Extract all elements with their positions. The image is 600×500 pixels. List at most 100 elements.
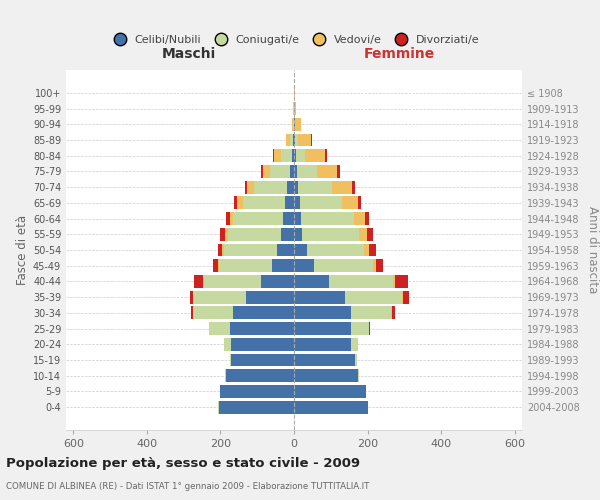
Bar — [218, 260, 272, 272]
Bar — [352, 180, 355, 194]
Bar — [370, 244, 376, 256]
Bar — [403, 290, 409, 304]
Bar — [297, 165, 317, 178]
Bar — [325, 149, 327, 162]
Bar — [299, 196, 342, 209]
Bar — [213, 260, 218, 272]
Bar — [237, 196, 242, 209]
Bar — [247, 180, 254, 194]
Bar — [294, 196, 299, 209]
Bar — [294, 149, 296, 162]
Bar — [366, 385, 367, 398]
Bar — [209, 322, 230, 335]
Bar — [272, 260, 294, 272]
Bar — [294, 354, 355, 366]
Bar — [234, 196, 237, 209]
Bar — [222, 244, 224, 256]
Bar — [301, 212, 354, 225]
Bar — [296, 149, 305, 162]
Bar — [295, 134, 298, 146]
Bar — [285, 196, 294, 209]
Bar — [393, 275, 395, 288]
Bar — [392, 306, 395, 320]
Bar — [218, 244, 222, 256]
Bar — [290, 134, 293, 146]
Bar — [230, 212, 233, 225]
Bar — [294, 134, 295, 146]
Bar — [294, 228, 302, 240]
Bar — [191, 306, 193, 320]
Bar — [365, 212, 370, 225]
Bar — [193, 290, 246, 304]
Bar — [193, 306, 233, 320]
Bar — [332, 180, 352, 194]
Bar — [294, 260, 314, 272]
Bar — [294, 370, 358, 382]
Bar — [281, 149, 292, 162]
Bar — [293, 134, 294, 146]
Bar — [294, 244, 307, 256]
Legend: Celibi/Nubili, Coniugati/e, Vedovi/e, Divorziati/e: Celibi/Nubili, Coniugati/e, Vedovi/e, Di… — [106, 32, 482, 47]
Bar — [294, 212, 301, 225]
Text: Maschi: Maschi — [162, 47, 216, 61]
Bar — [281, 228, 294, 240]
Bar — [224, 244, 277, 256]
Bar — [225, 228, 228, 240]
Bar — [346, 290, 403, 304]
Bar — [307, 244, 364, 256]
Bar — [329, 275, 393, 288]
Bar — [230, 322, 294, 335]
Bar — [270, 165, 290, 178]
Bar — [292, 149, 294, 162]
Bar — [242, 196, 285, 209]
Bar — [367, 228, 373, 240]
Bar — [351, 338, 358, 351]
Bar — [294, 385, 366, 398]
Bar — [294, 338, 351, 351]
Bar — [305, 149, 325, 162]
Bar — [233, 212, 283, 225]
Bar — [351, 322, 370, 335]
Bar — [261, 165, 263, 178]
Bar — [277, 244, 294, 256]
Bar — [317, 165, 337, 178]
Bar — [355, 354, 356, 366]
Bar — [274, 149, 281, 162]
Bar — [294, 180, 298, 194]
Text: Popolazione per età, sesso e stato civile - 2009: Popolazione per età, sesso e stato civil… — [6, 458, 360, 470]
Bar — [294, 275, 329, 288]
Bar — [230, 354, 232, 366]
Bar — [359, 228, 367, 240]
Bar — [294, 400, 368, 413]
Bar — [294, 165, 297, 178]
Bar — [294, 118, 295, 130]
Bar — [373, 260, 376, 272]
Bar — [342, 196, 358, 209]
Bar — [220, 385, 294, 398]
Bar — [287, 180, 294, 194]
Bar — [228, 228, 281, 240]
Bar — [358, 196, 361, 209]
Text: Femmine: Femmine — [363, 47, 434, 61]
Bar — [233, 306, 294, 320]
Bar — [290, 165, 294, 178]
Bar — [232, 338, 294, 351]
Bar — [232, 354, 294, 366]
Bar — [283, 212, 294, 225]
Y-axis label: Fasce di età: Fasce di età — [16, 215, 29, 285]
Bar — [273, 149, 274, 162]
Bar — [294, 306, 351, 320]
Bar — [261, 275, 294, 288]
Bar — [226, 212, 230, 225]
Bar — [203, 275, 204, 288]
Bar — [298, 180, 332, 194]
Bar — [358, 370, 359, 382]
Bar — [246, 290, 294, 304]
Bar — [224, 338, 232, 351]
Bar — [337, 165, 340, 178]
Bar — [295, 102, 296, 115]
Bar — [298, 134, 311, 146]
Bar — [395, 275, 408, 288]
Bar — [302, 228, 359, 240]
Bar — [354, 212, 365, 225]
